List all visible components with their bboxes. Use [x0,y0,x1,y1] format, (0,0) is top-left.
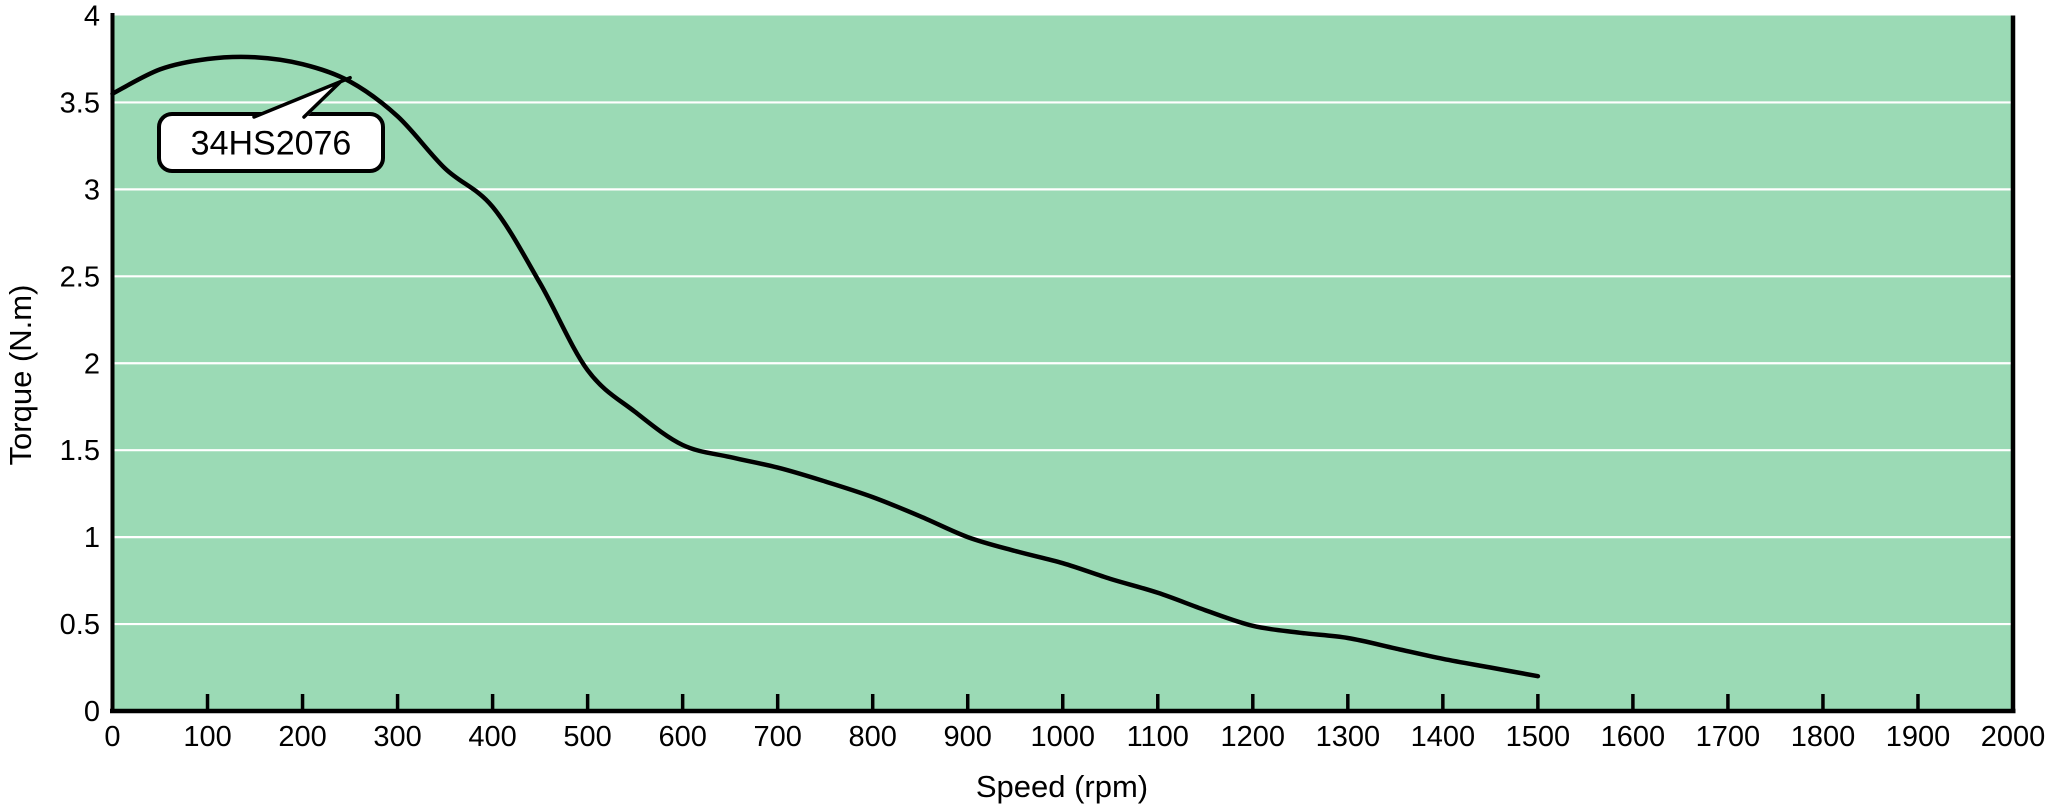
xtick-label-0: 0 [104,721,120,753]
xtick-label-700: 700 [753,721,801,753]
callout: 34HS2076 [157,75,385,173]
y-axis-tick-labels: 0 0.5 1 1.5 2 2.5 3 3.5 4 [60,1,100,729]
xtick-label-100: 100 [183,721,231,753]
x-axis-tick-labels: 0 100 200 300 400 500 600 700 800 900 1000 1100 1200… [104,721,2045,753]
xtick-label-1200: 1200 [1221,721,1286,753]
ytick-label-3.5: 3.5 [60,87,100,119]
callout-arrow-outline [252,75,352,119]
ytick-label-0.5: 0.5 [60,609,100,641]
ytick-label-4: 4 [84,1,100,33]
xtick-label-500: 500 [563,721,611,753]
xtick-label-1900: 1900 [1886,721,1951,753]
xtick-label-400: 400 [468,721,516,753]
ytick-label-0: 0 [84,696,100,728]
xtick-label-1800: 1800 [1791,721,1856,753]
xtick-label-2000: 2000 [1981,721,2046,753]
xtick-label-1400: 1400 [1411,721,1476,753]
horizontal-gridlines [112,101,2013,626]
xtick-label-800: 800 [849,721,897,753]
xtick-label-200: 200 [278,721,326,753]
torque-curve [110,54,1541,679]
y-axis-title: Torque (N.m) [3,285,38,466]
xtick-label-1100: 1100 [1127,721,1189,753]
ytick-label-2: 2 [84,348,100,380]
xtick-label-1000: 1000 [1030,721,1095,753]
xtick-label-300: 300 [373,721,421,753]
ytick-label-1: 1 [84,522,100,554]
xtick-label-1300: 1300 [1316,721,1381,753]
ytick-label-1.5: 1.5 [60,435,100,467]
x-axis-ticks [205,694,1920,711]
xtick-label-1700: 1700 [1696,721,1761,753]
ytick-label-3: 3 [84,174,100,206]
xtick-label-900: 900 [944,721,992,753]
xtick-label-1600: 1600 [1601,721,1666,753]
xtick-label-600: 600 [658,721,706,753]
xtick-label-1500: 1500 [1506,721,1571,753]
callout-label: 34HS2076 [191,125,352,163]
x-axis-title: Speed (rpm) [976,769,1148,804]
ytick-label-2.5: 2.5 [60,261,100,293]
axes-frame [110,13,2016,714]
